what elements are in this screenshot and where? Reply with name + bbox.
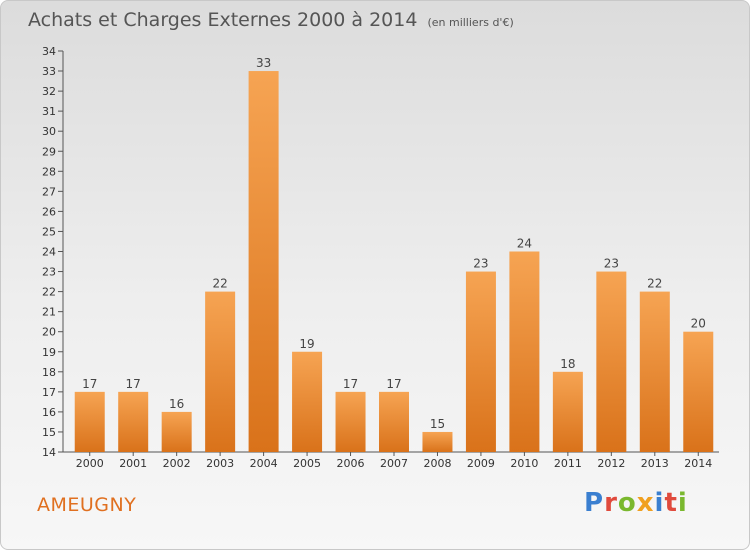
bar <box>552 371 583 452</box>
y-tick-label: 22 <box>42 286 56 299</box>
data-label: 33 <box>256 56 271 70</box>
x-tick-label: 2014 <box>684 457 712 470</box>
data-label: 19 <box>299 337 314 351</box>
data-label: 18 <box>560 357 575 371</box>
data-label: 16 <box>169 397 184 411</box>
bar <box>683 331 714 452</box>
x-tick-label: 2001 <box>119 457 147 470</box>
bar <box>509 251 540 452</box>
y-tick-label: 30 <box>42 125 56 138</box>
data-label: 15 <box>430 417 445 431</box>
y-tick-label: 32 <box>42 85 56 98</box>
y-tick-label: 27 <box>42 185 56 198</box>
bar <box>118 391 149 452</box>
x-tick-label: 2012 <box>597 457 625 470</box>
x-tick-label: 2009 <box>467 457 495 470</box>
y-tick-label: 19 <box>42 346 56 359</box>
bar <box>465 271 496 452</box>
data-label: 24 <box>517 237 532 251</box>
bar <box>422 431 453 452</box>
x-tick-label: 2006 <box>337 457 365 470</box>
data-label: 17 <box>343 377 358 391</box>
data-label: 17 <box>126 377 141 391</box>
y-tick-label: 24 <box>42 246 56 259</box>
x-tick-label: 2011 <box>554 457 582 470</box>
bar <box>335 391 366 452</box>
proxiti-logo: Proxiti <box>584 488 688 518</box>
y-tick-label: 15 <box>42 426 56 439</box>
y-tick-label: 26 <box>42 205 56 218</box>
data-label: 22 <box>647 277 662 291</box>
data-label: 17 <box>82 377 97 391</box>
chart-title: Achats et Charges Externes 2000 à 2014 (e… <box>28 9 514 31</box>
y-tick-label: 25 <box>42 225 56 238</box>
data-label: 23 <box>473 257 488 271</box>
x-tick-label: 2004 <box>250 457 278 470</box>
bar <box>248 71 279 453</box>
x-tick-label: 2013 <box>641 457 669 470</box>
y-tick-label: 23 <box>42 266 56 279</box>
data-label: 17 <box>386 377 401 391</box>
bar <box>596 271 627 452</box>
data-label: 20 <box>691 317 706 331</box>
commune-name: AMEUGNY <box>37 494 137 516</box>
bar <box>161 411 192 452</box>
title-main: Achats et Charges Externes 2000 à 2014 <box>28 9 418 31</box>
x-tick-label: 2002 <box>163 457 191 470</box>
y-tick-label: 29 <box>42 145 56 158</box>
data-label: 23 <box>604 257 619 271</box>
y-tick-label: 33 <box>42 65 56 78</box>
x-tick-label: 2000 <box>76 457 104 470</box>
bar <box>292 351 323 452</box>
x-tick-label: 2003 <box>206 457 234 470</box>
x-tick-label: 2008 <box>423 457 451 470</box>
bar <box>379 391 409 452</box>
y-tick-label: 18 <box>42 366 56 379</box>
y-tick-label: 31 <box>42 105 56 118</box>
x-tick-label: 2007 <box>380 457 408 470</box>
y-tick-label: 14 <box>42 446 56 459</box>
x-tick-label: 2010 <box>510 457 538 470</box>
y-tick-label: 34 <box>42 45 56 58</box>
y-tick-label: 16 <box>42 406 56 419</box>
bar <box>74 391 105 452</box>
data-label: 22 <box>212 277 227 291</box>
x-tick-label: 2005 <box>293 457 321 470</box>
title-unit: (en milliers d'€) <box>427 16 514 29</box>
bar <box>639 291 670 452</box>
y-tick-label: 17 <box>42 386 56 399</box>
y-tick-label: 21 <box>42 306 56 319</box>
chart-bars: 17 17 16 22 33 19 17 17 15 23 24 18 23 22 20 <box>74 56 714 453</box>
y-tick-label: 20 <box>42 326 56 339</box>
y-tick-label: 28 <box>42 165 56 178</box>
bar <box>205 291 236 452</box>
